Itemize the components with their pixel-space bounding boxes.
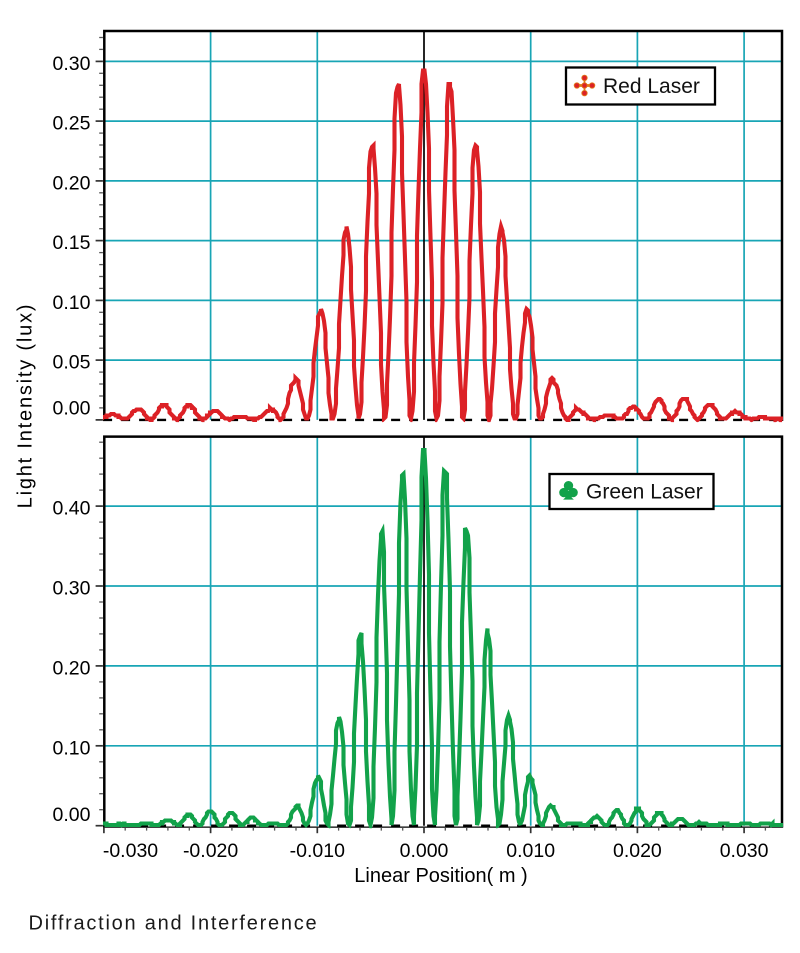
svg-text:Red Laser: Red Laser <box>603 75 700 98</box>
svg-text:0.40: 0.40 <box>53 498 91 520</box>
svg-text:0.15: 0.15 <box>53 232 91 254</box>
svg-text:0.00: 0.00 <box>53 804 91 826</box>
svg-text:0.05: 0.05 <box>53 352 91 374</box>
svg-text:0.010: 0.010 <box>506 840 555 862</box>
svg-text:0.30: 0.30 <box>53 578 91 600</box>
svg-text:Linear Position( m ): Linear Position( m ) <box>354 865 527 887</box>
svg-text:0.00: 0.00 <box>53 398 91 420</box>
svg-text:0.020: 0.020 <box>613 840 662 862</box>
svg-text:Diffraction and Interference: Diffraction and Interference <box>29 913 319 935</box>
svg-text:0.10: 0.10 <box>53 292 91 314</box>
svg-text:0.000: 0.000 <box>400 840 449 862</box>
svg-text:Green Laser: Green Laser <box>586 480 703 503</box>
svg-text:Light Intensity (lux): Light Intensity (lux) <box>15 303 37 509</box>
svg-text:-0.010: -0.010 <box>290 840 345 862</box>
svg-text:0.20: 0.20 <box>53 657 91 679</box>
svg-text:0.030: 0.030 <box>720 840 769 862</box>
svg-text:0.20: 0.20 <box>53 172 91 194</box>
svg-text:0.25: 0.25 <box>53 113 91 135</box>
svg-text:-0.020: -0.020 <box>183 840 238 862</box>
svg-text:0.10: 0.10 <box>53 737 91 759</box>
svg-text:-0.030: -0.030 <box>103 840 158 862</box>
svg-text:0.30: 0.30 <box>53 53 91 75</box>
